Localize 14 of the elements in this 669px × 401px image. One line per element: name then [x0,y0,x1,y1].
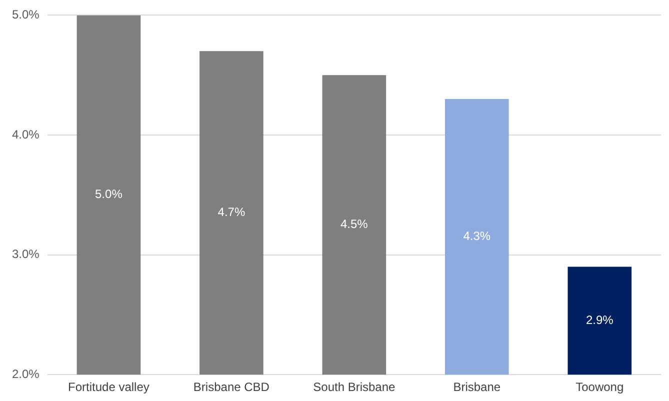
x-tick-label: Fortitude valley [68,380,150,394]
data-label: 2.9% [586,313,614,328]
y-tick-label: 3.0% [12,247,40,262]
data-label: 5.0% [95,187,123,202]
data-label: 4.3% [463,229,491,244]
x-tick-label: Brisbane [453,380,501,394]
x-tick-label: South Brisbane [313,380,396,394]
x-tick-label: Toowong [576,380,624,394]
data-label: 4.7% [218,205,246,220]
y-tick-label: 4.0% [12,127,40,142]
y-tick-label: 2.0% [12,366,40,381]
data-label: 4.5% [340,217,368,232]
x-tick-label: Brisbane CBD [193,380,270,394]
y-tick-label: 5.0% [12,8,40,22]
